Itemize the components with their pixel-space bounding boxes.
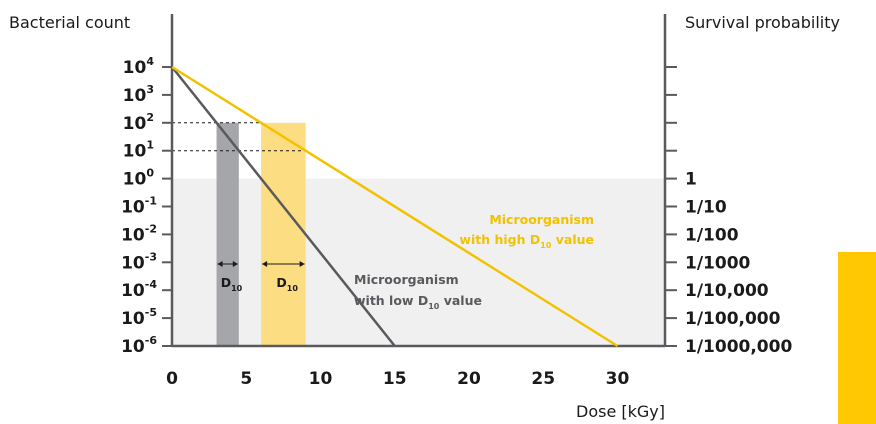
y-tick-label: 101	[123, 139, 154, 162]
y-tick-base: 10	[121, 225, 145, 245]
y-tick-base: 10	[123, 142, 147, 162]
yellow-side-bar	[838, 252, 876, 424]
arrow-head-right-icon	[232, 261, 238, 267]
x-tick-label: 25	[531, 369, 555, 389]
y-tick-label: 102	[123, 111, 154, 134]
arrow-head-left-icon	[217, 261, 223, 267]
y-tick-label: 10-6	[121, 334, 157, 357]
x-ticks: 0 5 10 15 20 25 30	[166, 369, 629, 389]
x-tick-label: 20	[457, 369, 481, 389]
y-tick-exponent: -3	[145, 250, 157, 263]
right-tick-label: 1	[685, 170, 697, 190]
shaded-region	[172, 178, 665, 346]
y-tick-label: 10-2	[121, 222, 157, 245]
y-tick-exponent: 0	[146, 167, 154, 180]
d10-band	[216, 122, 239, 346]
arrow-head-left-icon	[262, 261, 268, 267]
series-line	[171, 66, 396, 347]
x-axis-title: Dose [kGy]	[576, 402, 665, 421]
y-tick-exponent: 4	[146, 55, 154, 68]
x-tick-label: 10	[309, 369, 333, 389]
d10-subscript: 10	[287, 284, 299, 293]
series-lines	[171, 65, 619, 348]
right-tick-label: 1/10	[685, 198, 727, 218]
y-tick-exponent: -2	[145, 222, 157, 235]
y-tick-base: 10	[123, 114, 147, 134]
y-tick-label: 10-1	[121, 195, 157, 218]
right-axis-title: Survival probability	[685, 13, 840, 32]
y-tick-exponent: 1	[146, 139, 154, 152]
arrow-head-right-icon	[299, 261, 305, 267]
y-tick-label: 10-3	[121, 250, 157, 273]
series-annotation-line1: Microorganism	[489, 212, 594, 227]
x-tick-label: 30	[606, 369, 630, 389]
y-tick-label: 104	[123, 55, 155, 78]
annotation-text: with high D	[459, 232, 540, 247]
annotation-subscript: 10	[540, 241, 552, 250]
annotation-subscript: 10	[428, 302, 440, 311]
right-tick-label: 1/10,000	[685, 281, 769, 301]
annotation-text: with low D	[354, 293, 428, 308]
series-annotation-line1: Microorganism	[354, 272, 459, 287]
y-tick-label: 103	[123, 83, 154, 106]
y-tick-exponent: 3	[146, 83, 154, 96]
x-tick-label: 0	[166, 369, 178, 389]
y-tick-exponent: -6	[145, 334, 158, 347]
y-tick-exponent: -1	[145, 195, 157, 208]
y-tick-base: 10	[121, 253, 145, 273]
y-tick-label: 10-4	[121, 278, 157, 301]
y-tick-base: 10	[121, 337, 145, 357]
x-tick-label: 15	[383, 369, 407, 389]
d10-band	[261, 122, 306, 346]
y-tick-base: 10	[123, 170, 147, 190]
y-tick-base: 10	[121, 309, 145, 329]
annotation-text: value	[439, 293, 482, 308]
d10-subscript: 10	[231, 284, 243, 293]
right-tick-label: 1/1000,000	[685, 337, 792, 357]
y-tick-base: 10	[123, 86, 147, 106]
y-tick-base: 10	[121, 198, 145, 218]
right-ticks: 1 1/10 1/100 1/1000 1/10,000 1/100,000 1/1000,…	[665, 66, 792, 357]
y-tick-exponent: 2	[146, 111, 154, 124]
annotation-text: value	[551, 232, 594, 247]
right-tick-label: 1/1000	[685, 253, 751, 273]
series-annotation-line2: with low D10 value	[354, 293, 482, 311]
right-tick-label: 1/100,000	[685, 309, 781, 329]
x-tick-label: 5	[240, 369, 252, 389]
y-tick-label: 100	[123, 167, 155, 190]
right-tick-label: 1/100	[685, 225, 739, 245]
left-axis-title: Bacterial count	[9, 13, 130, 32]
y-tick-exponent: -4	[145, 278, 158, 291]
series-line	[171, 65, 619, 348]
y-tick-base: 10	[121, 281, 145, 301]
d10-bands: D10 D10	[216, 122, 306, 346]
y-tick-base: 10	[123, 58, 147, 78]
series-annotation-line2: with high D10 value	[459, 232, 594, 250]
y-tick-label: 10-5	[121, 306, 157, 329]
y-tick-exponent: -5	[145, 306, 157, 319]
